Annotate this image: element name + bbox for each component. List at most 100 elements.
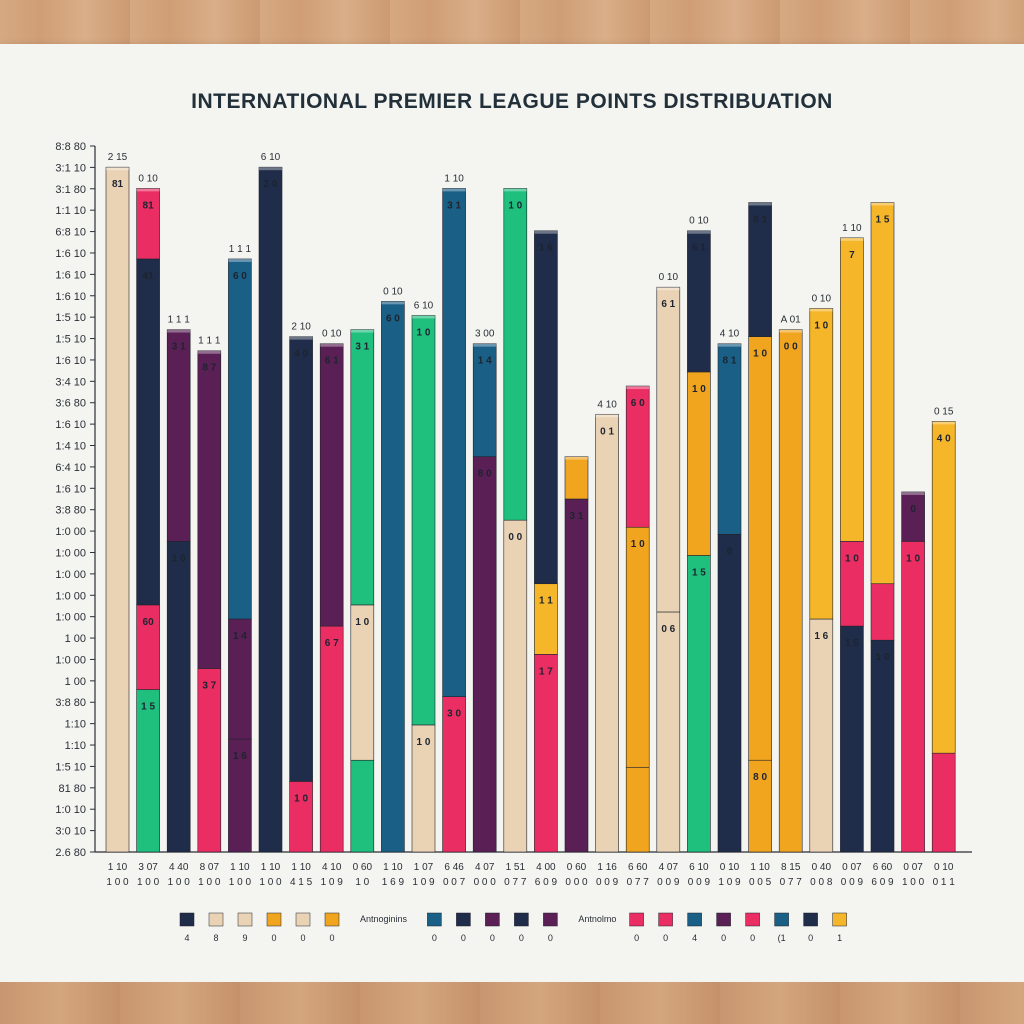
y-tick-label: 1:6 10 bbox=[55, 419, 86, 431]
x-tick-label: 6 60 bbox=[628, 862, 648, 873]
legend-swatch bbox=[832, 912, 847, 927]
x-tick-label-secondary: 4 1 5 bbox=[290, 877, 313, 888]
bar-segment-label: 1 0 bbox=[294, 793, 308, 804]
legend-value: 0 bbox=[548, 933, 553, 943]
legend-swatch bbox=[629, 912, 644, 927]
bar-segment-label: 8 1 bbox=[723, 356, 737, 367]
x-tick-label: 0 07 bbox=[903, 862, 923, 873]
bar-cap bbox=[136, 188, 160, 192]
bar-top-label: 4 10 bbox=[720, 329, 740, 340]
bar-cap bbox=[779, 329, 803, 333]
bar-segment-label: 6 1 bbox=[325, 356, 339, 367]
legend-value: 0 bbox=[750, 933, 755, 943]
y-tick-label: 1:0 00 bbox=[55, 654, 86, 666]
legend-value: 0 bbox=[271, 933, 276, 943]
bar-segment bbox=[289, 336, 313, 782]
legend-swatch bbox=[208, 912, 224, 927]
bar-segment bbox=[870, 583, 895, 641]
bar-segment-label: 4 0 bbox=[937, 433, 951, 444]
bar-top-label: 0 10 bbox=[659, 272, 679, 283]
y-tick-label: 3:4 10 bbox=[55, 376, 86, 388]
bar-segment-label: 0 1 bbox=[600, 426, 614, 437]
bar-top-label: 0 10 bbox=[322, 329, 342, 340]
bar-cap bbox=[503, 188, 527, 192]
x-tick-label: 4 00 bbox=[536, 862, 556, 873]
bar-cap bbox=[656, 287, 680, 291]
legend-swatch bbox=[803, 912, 818, 927]
bar-segment bbox=[105, 166, 130, 853]
legend-value: 4 bbox=[184, 933, 189, 943]
bar-segment bbox=[319, 343, 344, 627]
legend-swatch bbox=[543, 912, 558, 927]
bar-segment-label: 1 4 bbox=[478, 356, 492, 367]
bar-cap bbox=[687, 230, 711, 234]
x-tick-label-secondary: 0 0 7 bbox=[443, 877, 466, 888]
bar-segment bbox=[809, 308, 834, 620]
bar-segment-label: 1 4 bbox=[233, 631, 247, 642]
x-tick-label-secondary: 1 6 9 bbox=[382, 877, 405, 888]
legend-swatch bbox=[295, 912, 311, 927]
bar-segment-label: 0 0 bbox=[784, 342, 798, 353]
legend-value: 1 bbox=[837, 933, 842, 943]
legend-value: 0 bbox=[300, 933, 305, 943]
bar-segment-label: 6 0 bbox=[386, 313, 400, 324]
legend-swatch bbox=[774, 912, 789, 927]
bar-segment-label: 6 0 bbox=[233, 271, 247, 282]
y-tick-label: 6:8 10 bbox=[55, 227, 86, 239]
legend-swatch bbox=[745, 912, 760, 927]
bar-segment-label: 1 5 bbox=[876, 214, 890, 225]
bar-segment bbox=[503, 188, 528, 521]
x-tick-label-secondary: 6 0 9 bbox=[535, 877, 558, 888]
bar-segment-label: 1 7 bbox=[539, 666, 553, 677]
y-tick-label: 1:0 00 bbox=[55, 590, 86, 602]
bar-top-label: 2 15 bbox=[108, 152, 128, 163]
bar-segment bbox=[228, 258, 252, 620]
bar-top-label: 1 10 bbox=[842, 223, 862, 234]
bar-segment bbox=[411, 315, 436, 726]
bar-segment-label: 8 7 bbox=[202, 363, 216, 374]
bar-cap bbox=[718, 343, 741, 347]
bar-top-label: 0 10 bbox=[812, 293, 832, 304]
y-tick-label: 1:6 10 bbox=[55, 355, 86, 367]
x-tick-label: 4 07 bbox=[475, 862, 495, 873]
bar-segment bbox=[166, 541, 191, 853]
x-tick-label: 1 10 bbox=[108, 862, 128, 873]
x-tick-label-secondary: 1 0 0 bbox=[106, 877, 129, 888]
legend-value: 0 bbox=[808, 933, 813, 943]
x-tick-label-secondary: 0 0 0 bbox=[474, 877, 497, 888]
bar-segment bbox=[687, 555, 711, 853]
y-tick-label: 1:10 bbox=[65, 740, 86, 752]
x-tick-label-secondary: 1 0 0 bbox=[259, 877, 282, 888]
bar-cap bbox=[106, 167, 129, 171]
legend-value: 0 bbox=[519, 933, 524, 943]
bar-segment-label: 1 0 bbox=[845, 553, 859, 564]
bar-segment-label: 6 7 bbox=[325, 638, 339, 649]
x-tick-label: 6 10 bbox=[689, 862, 709, 873]
bar-segment bbox=[717, 343, 742, 535]
chart-title: INTERNATIONAL PREMIER LEAGUE POINTS DIST… bbox=[191, 90, 833, 113]
y-tick-label: 1:0 10 bbox=[55, 804, 86, 816]
bar-segment bbox=[136, 689, 160, 853]
bar-segment-label: 0 0 bbox=[508, 532, 522, 543]
bar-segment-label: 3 1 bbox=[355, 342, 369, 353]
bar-segment bbox=[350, 329, 375, 606]
bar-cap bbox=[871, 202, 894, 206]
y-tick-label: 1:6 10 bbox=[55, 291, 86, 303]
x-tick-label: 0 07 bbox=[842, 862, 862, 873]
bar-segment bbox=[472, 456, 497, 853]
y-tick-label: 1:5 10 bbox=[55, 334, 86, 346]
bar-segment-label: 1 5 bbox=[141, 702, 155, 713]
bar-segment-label: 1 0 bbox=[876, 652, 890, 663]
legend-group-label: Antnoginins bbox=[360, 914, 408, 924]
wood-background-top bbox=[0, 0, 1024, 44]
bar-segment-label: 1 0 bbox=[355, 617, 369, 628]
bar-segment-label: 1 0 bbox=[631, 539, 645, 550]
bar-segment bbox=[564, 456, 589, 500]
x-tick-label: 1 10 bbox=[750, 862, 770, 873]
bar-segment bbox=[350, 759, 375, 853]
bar-cap bbox=[748, 202, 772, 206]
x-tick-label-secondary: 1 0 0 bbox=[198, 877, 221, 888]
y-tick-label: 2.6 80 bbox=[55, 847, 86, 859]
bar-cap bbox=[167, 329, 191, 333]
